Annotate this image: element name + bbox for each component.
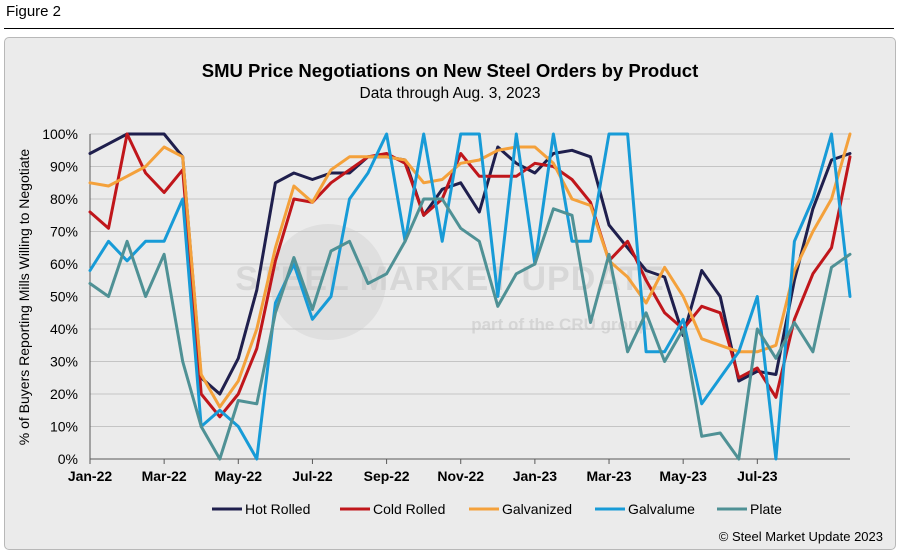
legend-label: Hot Rolled	[245, 501, 310, 517]
watermark-logo-icon	[270, 224, 386, 340]
series-line-galvanized	[88, 132, 852, 409]
series-line-plate	[88, 197, 852, 461]
x-tick-label: May-22	[215, 468, 263, 484]
x-tick-label: Jan-22	[68, 468, 113, 484]
x-tick-label: Jan-23	[513, 468, 558, 484]
series-line-hot-rolled	[88, 132, 852, 396]
y-tick-label: 0%	[58, 451, 78, 467]
y-tick-label: 60%	[50, 256, 78, 272]
axes	[89, 134, 850, 464]
y-tick-label: 50%	[50, 289, 78, 305]
figure-divider	[4, 28, 894, 29]
y-tick-label: 40%	[50, 321, 78, 337]
x-tick-label: Jul-22	[292, 468, 333, 484]
legend-label: Galvalume	[628, 501, 695, 517]
x-tick-labels: Jan-22 Mar-22 May-22 Jul-22 Sep-22 Nov-22 Jan-…	[68, 468, 778, 484]
series-line-galvalume	[88, 132, 852, 461]
y-tick-label: 30%	[50, 354, 78, 370]
credit-text: © Steel Market Update 2023	[719, 529, 883, 544]
x-tick-label: Sep-22	[364, 468, 410, 484]
legend: Hot Rolled Cold Rolled Galvanized Galvalume…	[212, 501, 782, 517]
x-tick-label: Jul-23	[737, 468, 778, 484]
y-tick-label: 80%	[50, 191, 78, 207]
x-tick-label: Nov-22	[437, 468, 484, 484]
x-tick-label: May-23	[659, 468, 707, 484]
legend-label: Galvanized	[502, 501, 572, 517]
x-tick-label: Mar-23	[586, 468, 631, 484]
y-tick-label: 90%	[50, 159, 78, 175]
y-tick-label: 100%	[42, 126, 78, 142]
chart-title: SMU Price Negotiations on New Steel Orde…	[202, 60, 699, 81]
x-tick-label: Mar-22	[142, 468, 187, 484]
y-tick-label: 20%	[50, 386, 78, 402]
series-lines	[88, 132, 852, 461]
legend-label: Cold Rolled	[373, 501, 445, 517]
figure-label: Figure 2	[6, 3, 62, 20]
y-tick-label: 10%	[50, 419, 78, 435]
chart-frame	[4, 37, 896, 550]
chart-subtitle: Data through Aug. 3, 2023	[360, 85, 541, 102]
legend-label: Plate	[750, 501, 782, 517]
y-axis-label: % of Buyers Reporting Mills Willing to N…	[16, 149, 32, 446]
y-tick-label: 70%	[50, 224, 78, 240]
y-tick-labels: 0% 10% 20% 30% 40% 50% 60% 70% 80% 90% 100%	[42, 126, 78, 467]
